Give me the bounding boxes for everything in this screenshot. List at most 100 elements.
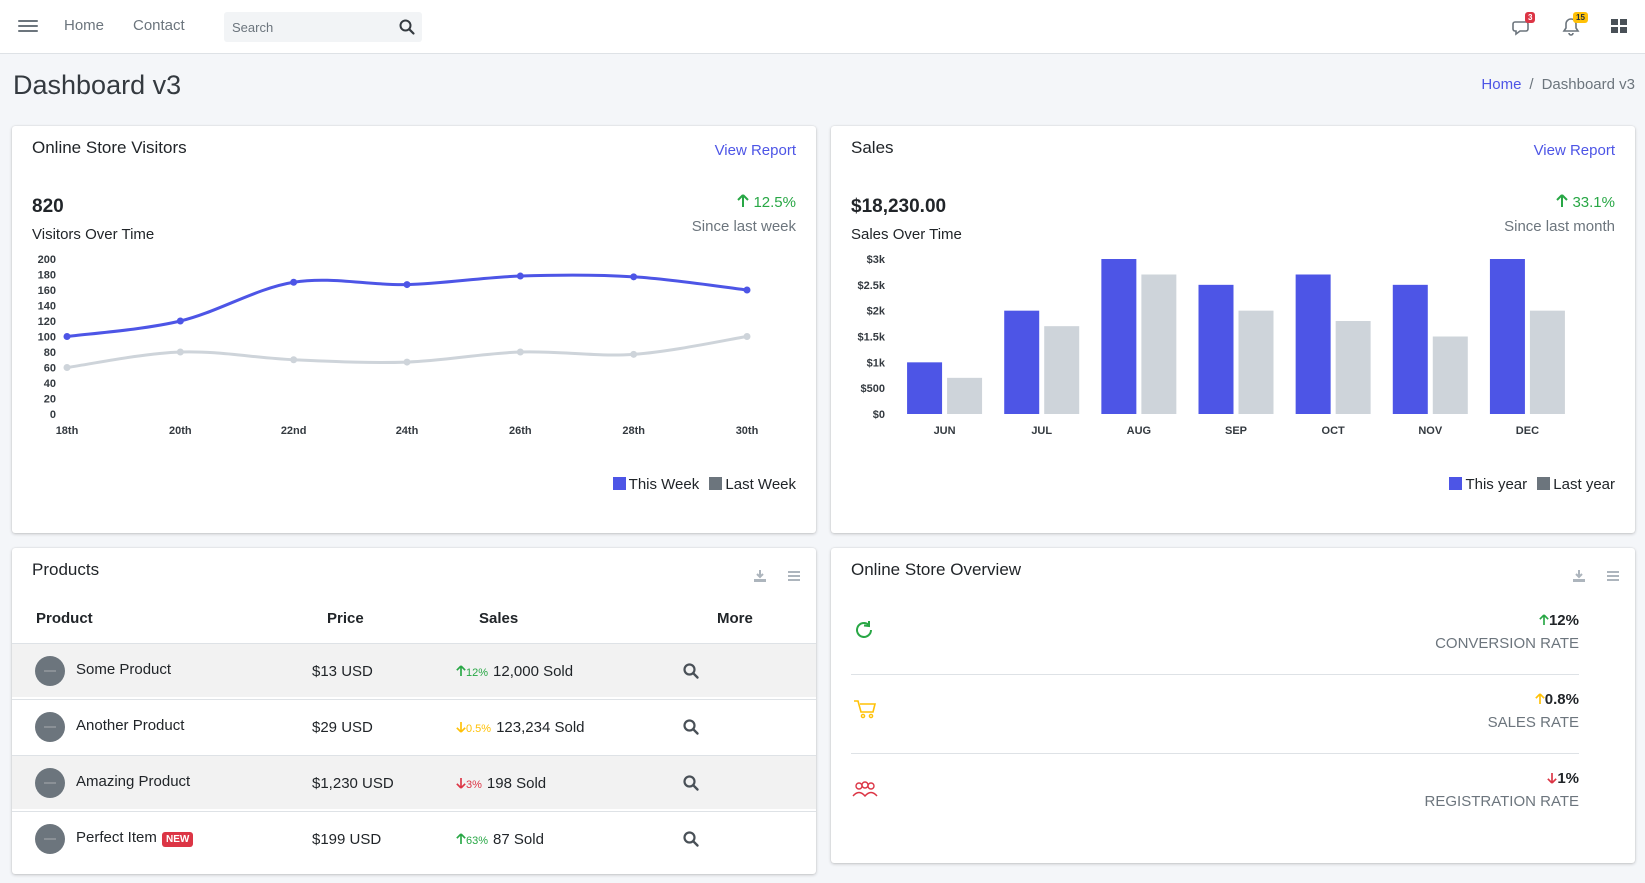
bar	[1101, 259, 1137, 414]
sales-change-pct: 63%	[456, 833, 489, 847]
search-input[interactable]	[224, 12, 384, 42]
visitors-view-report-link[interactable]: View Report	[714, 142, 796, 159]
x-tick-label: 24th	[396, 425, 419, 437]
menu-toggle-icon[interactable]	[18, 17, 38, 35]
y-tick-label: $2k	[867, 306, 886, 318]
product-name: Some Product	[76, 661, 172, 678]
x-tick-label: JUN	[934, 425, 956, 437]
download-icon[interactable]	[1571, 568, 1587, 584]
y-tick-label: 40	[44, 378, 56, 390]
x-tick-label: AUG	[1127, 425, 1151, 437]
sales-sub-label: Sales Over Time	[851, 226, 962, 243]
menu-bars-icon[interactable]	[1605, 568, 1621, 584]
bar	[1392, 284, 1428, 414]
refresh-icon	[856, 621, 872, 638]
product-sales: 0.5% 123,234 Sold	[456, 719, 585, 736]
product-price: $199 USD	[312, 831, 382, 848]
notifications-badge: 15	[1573, 12, 1588, 23]
y-tick-label: 160	[38, 285, 56, 297]
column-header-sales: Sales	[479, 610, 519, 627]
bar	[1335, 321, 1371, 414]
visitors-card-title: Online Store Visitors	[32, 138, 187, 157]
bar	[947, 377, 983, 414]
x-tick-label: NOV	[1418, 425, 1443, 437]
bar	[1004, 310, 1040, 414]
breadcrumb-home[interactable]: Home	[1481, 76, 1522, 93]
y-tick-label: 200	[38, 254, 56, 266]
legend-last-year: Last year	[1537, 476, 1615, 493]
overview-value-text: 12%	[1548, 612, 1579, 629]
y-tick-label: $1k	[867, 357, 886, 369]
legend-label: This Week	[628, 476, 700, 493]
bar	[1141, 274, 1177, 414]
overview-value: 0.8%	[1535, 691, 1579, 708]
table-row: Amazing Product $1,230 USD 3% 198 Sold	[12, 755, 816, 809]
visitors-change: 12.5%	[737, 194, 796, 211]
arrow-down-icon	[456, 778, 466, 789]
breadcrumb-separator: /	[1529, 76, 1534, 93]
overview-label: CONVERSION RATE	[1435, 635, 1579, 652]
overview-label: REGISTRATION RATE	[1424, 793, 1579, 810]
data-point	[63, 333, 71, 340]
sold-count: 198 Sold	[486, 775, 547, 792]
y-tick-label: 60	[44, 363, 56, 375]
product-image	[35, 712, 65, 742]
arrow-down-icon	[456, 722, 466, 733]
sales-change: 33.1%	[1556, 194, 1615, 211]
y-tick-label: 140	[38, 301, 56, 313]
arrow-up-icon	[1539, 614, 1549, 625]
product-price: $1,230 USD	[312, 775, 394, 792]
sales-change-pct: 3%	[456, 778, 482, 791]
sales-change-value: 12%	[466, 667, 489, 679]
overview-item: 0.8% SALES RATE	[851, 677, 1579, 754]
legend-swatch	[709, 477, 723, 490]
apps-button[interactable]	[1608, 15, 1630, 37]
y-tick-label: 180	[38, 270, 56, 282]
x-tick-label: 26th	[509, 425, 532, 437]
x-tick-label: JUL	[1031, 425, 1052, 437]
overview-item: 1% REGISTRATION RATE	[851, 756, 1579, 833]
data-point	[743, 333, 751, 340]
sales-change-pct: 12%	[456, 665, 489, 679]
nav-link-contact[interactable]: Contact	[133, 17, 185, 34]
search-icon[interactable]	[682, 718, 700, 736]
product-image	[35, 768, 65, 798]
data-point	[516, 272, 524, 280]
arrow-down-icon	[1547, 773, 1558, 784]
data-point	[63, 364, 71, 371]
y-tick-label: 20	[44, 394, 56, 406]
sales-total: $18,230.00	[851, 196, 947, 217]
search-icon[interactable]	[682, 830, 700, 848]
x-tick-label: 22nd	[281, 425, 307, 437]
messages-button[interactable]: 3	[1512, 12, 1536, 37]
product-sales: 63% 87 Sold	[456, 831, 544, 848]
sales-change-value: 63%	[466, 835, 489, 847]
nav-link-home[interactable]: Home	[64, 17, 105, 34]
search-icon[interactable]	[398, 18, 416, 36]
legend-label: Last Week	[725, 476, 796, 493]
y-tick-label: 100	[38, 332, 56, 344]
legend-last-week: Last Week	[709, 476, 796, 493]
visitors-change-value: 12.5%	[753, 194, 796, 211]
sales-view-report-link[interactable]: View Report	[1533, 142, 1615, 159]
product-name: Another Product	[76, 717, 185, 734]
arrow-up-icon	[1535, 693, 1545, 704]
products-card: Products Product Price Sales More Some P…	[12, 548, 816, 874]
cart-icon	[854, 700, 877, 719]
menu-bars-icon[interactable]	[786, 568, 802, 584]
column-header-price: Price	[327, 610, 364, 627]
y-tick-label: 0	[50, 409, 56, 421]
overview-label: SALES RATE	[1487, 714, 1579, 731]
y-tick-label: $500	[861, 383, 885, 395]
search-icon[interactable]	[682, 662, 700, 680]
download-icon[interactable]	[752, 568, 768, 584]
visitors-legend: This Week Last Week	[607, 476, 796, 493]
table-row: Another Product $29 USD 0.5% 123,234 Sold	[12, 699, 816, 753]
sales-card-title: Sales	[851, 138, 894, 157]
bar	[1529, 310, 1565, 414]
sales-bar-chart: $3k $2.5k $2k $1.5k $1k $500 $0 JUN JUL AUG SEP OCT…	[857, 254, 1565, 437]
arrow-up-icon	[737, 194, 749, 207]
notifications-button[interactable]: 15	[1560, 12, 1588, 37]
search-icon[interactable]	[682, 774, 700, 792]
